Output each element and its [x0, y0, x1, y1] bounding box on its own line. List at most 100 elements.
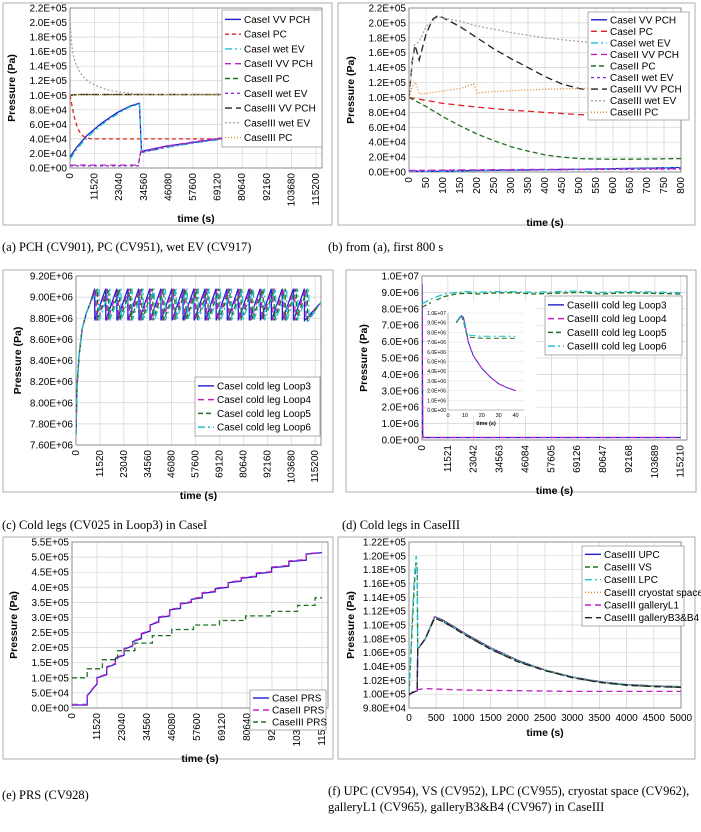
y-tick-label: 2.0E+04: [368, 153, 406, 164]
series-line: [422, 291, 681, 308]
x-tick-label: 103680: [286, 450, 297, 484]
legend: CaseI cold leg Loop3 CaseI cold leg Loop4…: [194, 376, 321, 437]
legend-label: CaseIII PRS: [272, 718, 327, 729]
x-tick-label: 46080: [163, 173, 174, 201]
caption-c: (c) Cold legs (CV025 in Loop3) in CaseI: [2, 518, 208, 532]
x-tick-label: 650: [625, 177, 636, 194]
y-tick-label: 5.5E+05: [31, 538, 69, 549]
y-tick-label: 1.6E+05: [29, 47, 67, 58]
y-tick-label: 6.0E+04: [368, 123, 406, 134]
y-tick-label: 1.14E+05: [363, 593, 407, 604]
caption-a: (a) PCH (CV901), PC (CV951), wet EV (CV9…: [2, 240, 252, 254]
legend-label: CaseIII PC: [244, 133, 292, 144]
legend-box: [587, 11, 690, 121]
x-tick-label: 23040: [114, 173, 125, 201]
x-tick-label: 200: [472, 177, 483, 194]
x-tick-label: 500: [428, 713, 445, 724]
y-tick-label: 1.06E+05: [363, 648, 407, 659]
series-line: [70, 95, 316, 140]
inset-y-tick-label: 3.0E+06: [427, 379, 446, 385]
inset-x-tick-label: 0: [446, 413, 449, 419]
x-tick-label: 400: [540, 177, 551, 194]
series-line: [76, 288, 321, 435]
x-tick-label: 115200: [311, 173, 322, 206]
y-tick-label: 1.08E+05: [363, 634, 407, 645]
legend-label: CaseII VV PCH: [610, 50, 679, 61]
y-tick-label: 3.0E+06: [381, 386, 419, 397]
x-tick-label: 2500: [534, 713, 557, 724]
chart-b: 0.0E+00 2.0E+04 4.0E+04 6.0E+04 8.0E+04 1.0E+…: [337, 2, 696, 229]
y-tick-label: 0.0E+00: [29, 164, 67, 175]
series-group: [72, 551, 322, 706]
y-tick-label: 7.80E+06: [30, 419, 74, 430]
x-tick-label: 11521: [443, 445, 454, 473]
x-tick-label: 46084: [520, 445, 531, 473]
legend-label: CaseIII VV PCH: [244, 104, 316, 115]
x-tick-label: 3500: [588, 713, 611, 724]
series-line: [72, 551, 322, 706]
y-tick-label: 1.0E+05: [368, 93, 406, 104]
y-tick-label: 2.0E+04: [29, 149, 67, 160]
y-tick-label: 7.60E+06: [30, 441, 74, 452]
y-tick-label: 4.0E+04: [368, 138, 406, 149]
y-axis-label: Pressure (Pa): [6, 54, 18, 122]
legend-label: CaseI VV PCH: [244, 15, 310, 26]
series-line: [70, 93, 316, 96]
x-tick-label: 103689: [650, 445, 661, 479]
x-tick-label: 0: [417, 445, 428, 451]
x-tick-label: 80640: [237, 173, 248, 201]
legend-label: CaseI PRS: [272, 694, 322, 705]
y-axis-label: Pressure (Pa): [8, 591, 20, 659]
x-tick-label: 450: [557, 177, 568, 194]
x-tick-label: 34560: [139, 173, 150, 201]
inset-x-tick-label: 30: [496, 413, 502, 419]
x-tick-label: 800: [676, 177, 687, 194]
y-tick-label: 7.0E+06: [381, 321, 419, 332]
y-tick-label: 1.2E+05: [29, 76, 67, 87]
legend-label: CaseIII LPC: [604, 575, 658, 586]
series-line: [409, 615, 681, 695]
x-axis-label: time (s): [177, 213, 214, 225]
y-tick-label: 3.5E+05: [31, 598, 69, 609]
inset-y-tick-label: 6.0E+06: [427, 350, 446, 356]
x-tick-label: 0: [71, 450, 82, 456]
y-tick-label: 1.02E+05: [363, 676, 407, 687]
x-tick-label: 5000: [670, 713, 693, 724]
series-group: [76, 286, 321, 435]
inset-y-tick-label: 7.0E+06: [427, 340, 446, 346]
inset-y-tick-label: 1.0E+06: [427, 398, 446, 404]
chart-a: 0.0E+00 2.0E+04 4.0E+04 6.0E+04 8.0E+04 1.0E+…: [2, 2, 333, 226]
legend-label: CaseIII PC: [610, 108, 658, 119]
legend-label: CaseIII VV PCH: [610, 85, 682, 96]
y-tick-label: 8.40E+06: [30, 356, 74, 367]
legend-label: CaseIII cold leg Loop4: [567, 314, 667, 325]
y-axis-label: Pressure (Pa): [12, 327, 24, 395]
legend-label: CaseII PRS: [272, 706, 325, 717]
series-line: [409, 617, 681, 695]
y-tick-label: 8.0E+06: [381, 304, 419, 315]
x-tick-label: 2000: [507, 713, 530, 724]
chart-f: 9.80E+04 1.00E+05 1.02E+05 1.04E+05 1.06E+05…: [337, 536, 701, 760]
x-tick-label: 4500: [643, 713, 666, 724]
inset-y-tick-label: 9.0E+06: [427, 321, 446, 327]
series-line: [409, 16, 681, 98]
legend-box: [581, 545, 685, 627]
y-tick-label: 1.2E+05: [368, 78, 406, 89]
y-tick-label: 1.0E+07: [381, 272, 419, 283]
y-tick-label: 1.18E+05: [363, 565, 407, 576]
inset-y-tick-label: 0.0E+00: [427, 408, 446, 414]
inset-y-tick-label: 5.0E+06: [427, 360, 446, 366]
legend-label: CaseIII UPC: [604, 550, 660, 561]
legend-label: CaseIII cold leg Loop3: [567, 300, 667, 311]
series-line: [76, 288, 321, 435]
legend-label: CaseII wet EV: [244, 89, 308, 100]
y-tick-label: 8.20E+06: [30, 377, 74, 388]
y-tick-label: 4.0E+04: [29, 134, 67, 145]
inset-x-axis-label: time (s): [476, 421, 496, 427]
series-line: [76, 286, 321, 435]
y-tick-label: 6.0E+04: [29, 120, 67, 131]
x-tick-label: 57600: [191, 450, 202, 478]
x-tick-label: 46080: [167, 450, 178, 478]
